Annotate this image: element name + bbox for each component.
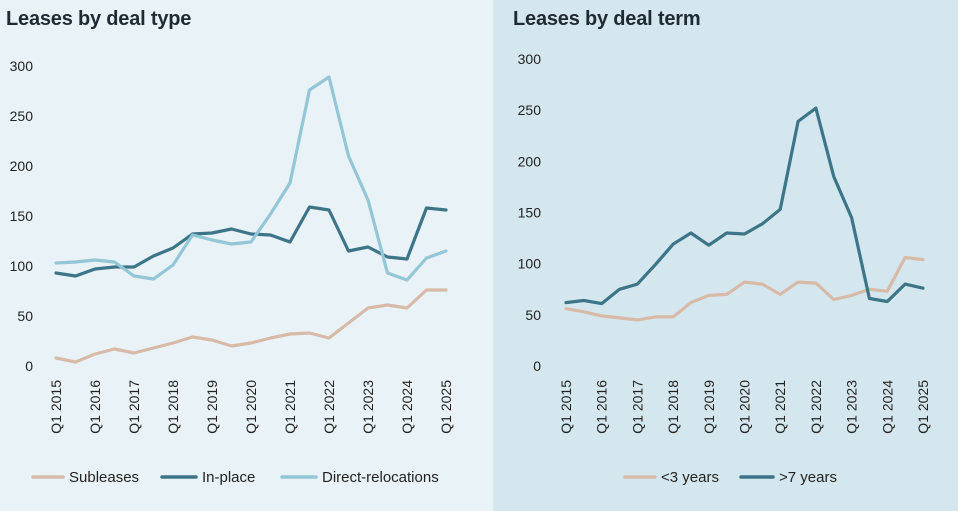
legend-label-in-place: In-place	[202, 469, 255, 486]
x-tick-label: Q1 2022	[808, 380, 824, 434]
y-tick-label: 50	[525, 307, 541, 323]
x-tick-label: Q1 2021	[772, 380, 788, 434]
x-tick-label: Q1 2017	[126, 380, 142, 434]
y-tick-label: 300	[10, 58, 34, 74]
legend-label-7-years: >7 years	[779, 469, 837, 486]
x-tick-label: Q1 2017	[629, 380, 645, 434]
x-tick-label: Q1 2024	[879, 380, 895, 434]
x-tick-label: Q1 2016	[594, 380, 610, 434]
chart-svg-deal-type: 0 50 100 150 200 250 300 Q1 2015 Q1 2016 Q1 2017 Q…	[10, 58, 454, 486]
y-tick-label: 250	[10, 108, 34, 124]
x-tick-label: Q1 2019	[204, 380, 220, 434]
chart-title-deal-type: Leases by deal type	[6, 8, 192, 30]
legend-label-subleases: Subleases	[69, 469, 139, 486]
chart-panel-deal-term: Leases by deal term 0 50 100 150 200 250 300 Q1…	[493, 0, 958, 511]
x-tick-label: Q1 2025	[438, 380, 454, 434]
x-tick-label: Q1 2015	[48, 380, 64, 434]
y-tick-label: 0	[533, 358, 541, 374]
y-tick-label: 200	[518, 153, 542, 169]
x-tick-label: Q1 2020	[737, 380, 753, 434]
x-tick-label: Q1 2023	[844, 380, 860, 434]
y-tick-label: 150	[518, 205, 542, 221]
series-line-7-years	[564, 106, 925, 306]
y-tick-label: 100	[10, 258, 34, 274]
y-tick-label: 100	[518, 256, 542, 272]
y-tick-label: 50	[17, 308, 33, 324]
y-tick-label: 200	[10, 158, 34, 174]
series-line-3-years	[564, 255, 925, 322]
y-tick-label: 150	[10, 208, 34, 224]
y-tick-label: 300	[518, 51, 542, 67]
x-tick-label: Q1 2019	[701, 380, 717, 434]
y-tick-label: 0	[25, 358, 33, 374]
x-tick-label: Q1 2023	[360, 380, 376, 434]
legend-label-3-years: <3 years	[661, 469, 719, 486]
x-tick-label: Q1 2020	[243, 380, 259, 434]
x-tick-label: Q1 2015	[558, 380, 574, 434]
chart-title-deal-term: Leases by deal term	[513, 8, 701, 30]
legend-label-direct-relocations: Direct-relocations	[322, 469, 439, 486]
x-tick-label: Q1 2024	[399, 380, 415, 434]
series-line-direct-relocations	[54, 75, 448, 282]
x-tick-label: Q1 2021	[282, 380, 298, 434]
x-tick-label: Q1 2016	[87, 380, 103, 434]
chart-panel-deal-type: Leases by deal type 0 50 100 150 200 250 300 Q1…	[0, 0, 493, 511]
series-line-subleases	[54, 288, 448, 364]
x-tick-label: Q1 2025	[915, 380, 931, 434]
x-tick-label: Q1 2018	[165, 380, 181, 434]
x-tick-label: Q1 2018	[665, 380, 681, 434]
x-tick-label: Q1 2022	[321, 380, 337, 434]
chart-svg-deal-term: 0 50 100 150 200 250 300 Q1 2015 Q1 2016 Q1 2017 Q…	[518, 51, 931, 486]
y-tick-label: 250	[518, 102, 542, 118]
